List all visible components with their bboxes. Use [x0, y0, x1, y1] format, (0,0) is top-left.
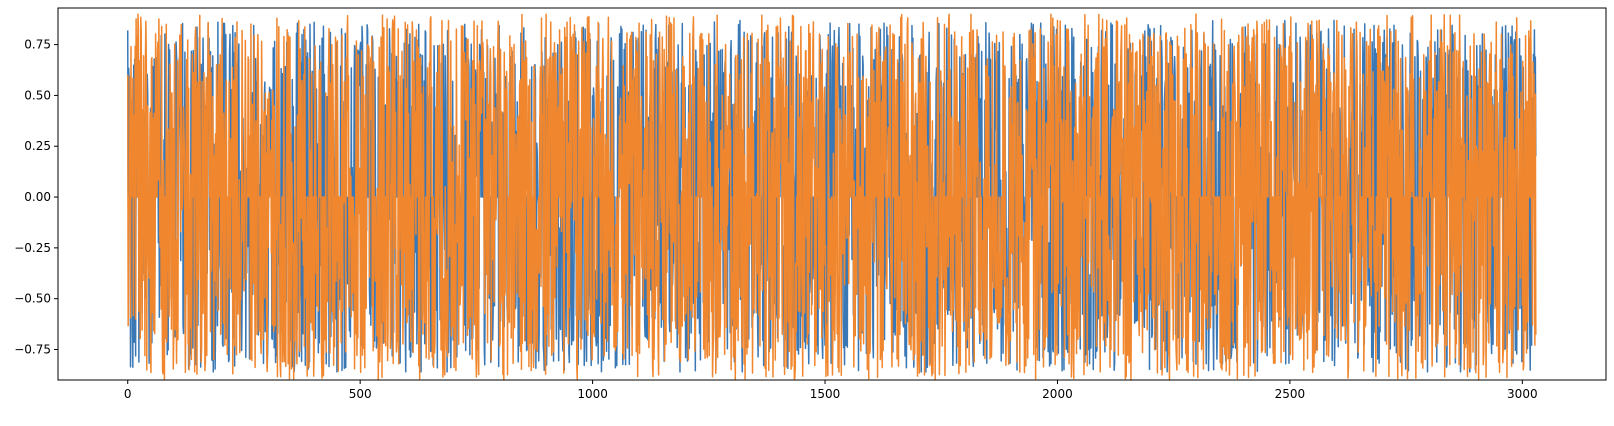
y-axis-ticks: −0.75 −0.50 −0.25 0.00 0.25 0.50 0.75: [14, 38, 58, 357]
series-layer: [126, 13, 1537, 381]
x-tick-label: 3000: [1507, 387, 1538, 401]
y-tick-label: 0.25: [24, 139, 51, 153]
y-tick-label: −0.50: [14, 292, 51, 306]
x-tick-label: 2000: [1042, 387, 1073, 401]
series-2-line: [126, 13, 1537, 381]
y-tick-label: −0.25: [14, 241, 51, 255]
y-tick-label: 0.75: [24, 38, 51, 52]
axes-layer: [57, 7, 1607, 381]
x-tick-label: 1500: [810, 387, 841, 401]
y-tick-label: 0.50: [24, 88, 51, 102]
x-tick-label: 1000: [577, 387, 608, 401]
plot-frame: [57, 7, 1607, 381]
x-axis-ticks: 0 500 1000 1500 2000 2500 3000: [124, 380, 1538, 401]
y-tick-label: 0.00: [24, 190, 51, 204]
x-tick-label: 0: [124, 387, 132, 401]
x-tick-label: 500: [349, 387, 372, 401]
x-tick-label: 2500: [1275, 387, 1306, 401]
y-tick-label: −0.75: [14, 343, 51, 357]
